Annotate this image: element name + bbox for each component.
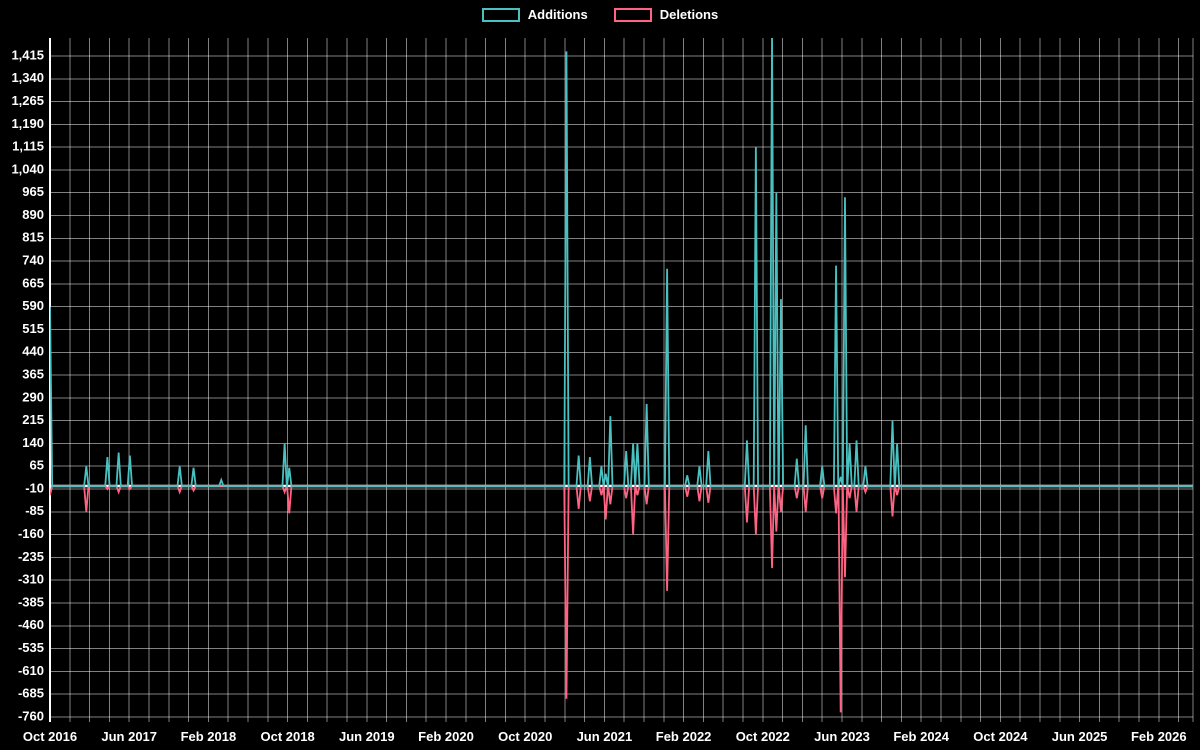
x-tick-label: Jun 2025 xyxy=(1052,729,1108,744)
additions-legend-label: Additions xyxy=(527,7,588,22)
y-tick-label: 140 xyxy=(22,435,44,450)
y-tick-label: -760 xyxy=(18,708,44,723)
x-tick-label: Feb 2020 xyxy=(418,729,474,744)
y-tick-label: 1,190 xyxy=(11,116,44,131)
legend-item-additions[interactable]: Additions xyxy=(481,7,588,22)
y-tick-label: 665 xyxy=(22,275,44,290)
x-tick-label: Oct 2022 xyxy=(736,729,790,744)
y-tick-label: -610 xyxy=(18,663,44,678)
y-tick-label: 1,265 xyxy=(11,93,44,108)
y-tick-label: 365 xyxy=(22,367,44,382)
x-tick-label: Feb 2024 xyxy=(893,729,949,744)
y-tick-label: 590 xyxy=(22,298,44,313)
y-tick-label: 515 xyxy=(22,321,44,336)
y-tick-label: 815 xyxy=(22,230,44,245)
additions-line xyxy=(50,38,1193,487)
deletions-legend-swatch xyxy=(613,7,652,22)
y-axis-labels: 1,415 1,340 1,265 1,190 1,115 1,040 965 890 815 7… xyxy=(11,47,44,723)
y-tick-label: 1,415 xyxy=(11,47,44,62)
chart-legend: Additions Deletions xyxy=(0,7,1200,22)
y-tick-label: -535 xyxy=(18,640,44,655)
x-tick-label: Oct 2016 xyxy=(23,729,77,744)
y-tick-label: -385 xyxy=(18,594,44,609)
x-tick-label: Feb 2026 xyxy=(1131,729,1187,744)
x-tick-label: Jun 2017 xyxy=(101,729,157,744)
y-tick-label: 740 xyxy=(22,253,44,268)
x-axis-labels: Oct 2016 Jun 2017 Feb 2018 Oct 2018 Jun 2019… xyxy=(23,729,1187,744)
y-tick-label: 65 xyxy=(30,458,44,473)
x-tick-label: Jun 2023 xyxy=(814,729,870,744)
y-tick-label: 1,340 xyxy=(11,70,44,85)
gridlines xyxy=(49,38,1194,722)
y-tick-label: 890 xyxy=(22,207,44,222)
y-tick-label: 1,040 xyxy=(11,161,44,176)
y-tick-label: -310 xyxy=(18,572,44,587)
additions-legend-swatch xyxy=(481,7,520,22)
y-tick-label: 965 xyxy=(22,184,44,199)
x-tick-label: Feb 2018 xyxy=(181,729,237,744)
x-tick-label: Oct 2018 xyxy=(260,729,314,744)
y-tick-label: 1,115 xyxy=(12,139,44,154)
y-tick-label: 440 xyxy=(22,344,44,359)
x-tick-label: Jun 2021 xyxy=(577,729,633,744)
deletions-legend-label: Deletions xyxy=(659,7,719,22)
deletions-line xyxy=(50,485,1193,713)
y-tick-label: -235 xyxy=(18,549,44,564)
x-tick-label: Feb 2022 xyxy=(656,729,712,744)
y-tick-label: -685 xyxy=(18,686,44,701)
x-tick-label: Jun 2019 xyxy=(339,729,395,744)
y-tick-label: -85 xyxy=(25,503,44,518)
y-tick-label: 290 xyxy=(22,389,44,404)
y-tick-label: -160 xyxy=(18,526,44,541)
x-tick-label: Oct 2024 xyxy=(973,729,1028,744)
x-tick-label: Oct 2020 xyxy=(498,729,552,744)
y-tick-label: -10 xyxy=(25,480,44,495)
y-tick-label: -460 xyxy=(18,617,44,632)
legend-item-deletions[interactable]: Deletions xyxy=(613,7,719,22)
y-tick-label: 215 xyxy=(22,412,44,427)
